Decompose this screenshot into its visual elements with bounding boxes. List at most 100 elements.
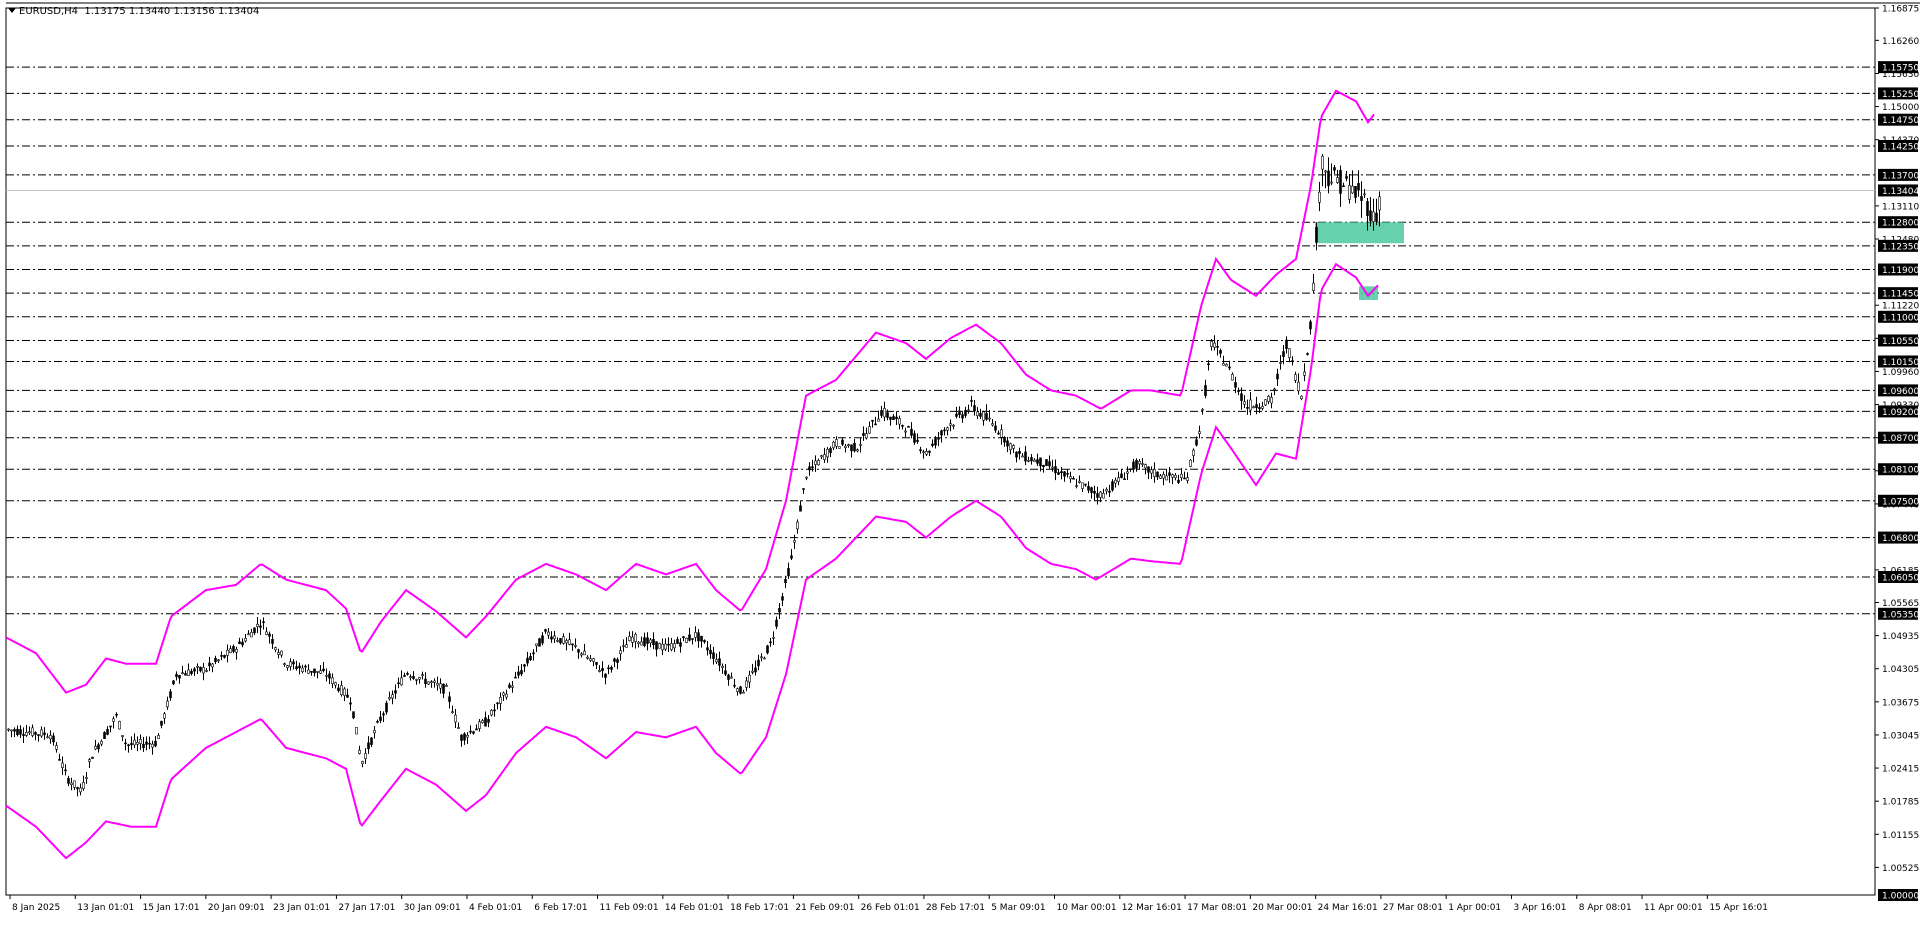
candle-body [919, 449, 922, 451]
candle-body [391, 694, 394, 699]
candle-body [97, 744, 100, 750]
candle-body [970, 400, 973, 402]
candle [754, 660, 757, 676]
candle-body [796, 521, 799, 530]
candle-body [880, 410, 883, 416]
candle [886, 409, 889, 421]
candle-body [931, 443, 934, 446]
candle-body [766, 645, 769, 654]
candle-body [1024, 451, 1027, 462]
candle-body [661, 643, 664, 651]
candle-body [217, 659, 220, 662]
candle-body [1123, 478, 1126, 480]
candle-body [163, 713, 166, 719]
candle [361, 760, 364, 768]
candle-body [763, 657, 766, 660]
candle-body [697, 632, 700, 642]
candle [130, 736, 133, 750]
candle [1054, 459, 1057, 481]
candle-body [886, 412, 889, 418]
price-tick-label: 1.11220 [1882, 302, 1919, 312]
candle-body [952, 424, 955, 427]
candle-body [1285, 339, 1288, 349]
candle [283, 662, 286, 667]
candle-body [145, 741, 148, 745]
candle [628, 631, 631, 642]
candle-body [943, 429, 946, 432]
candle [1150, 466, 1153, 480]
time-tick-label: 8 Jan 2025 [12, 903, 60, 913]
symbol-label[interactable]: EURUSD,H4 [19, 6, 79, 17]
candle-body [1324, 170, 1327, 173]
candle [463, 732, 466, 745]
candle-body [1009, 443, 1012, 451]
candle-body [1255, 404, 1258, 409]
level-label-box [1878, 405, 1918, 418]
candle [1243, 395, 1246, 409]
candle [622, 639, 625, 652]
candle-body [871, 419, 874, 422]
candle-body [280, 650, 283, 656]
candle [106, 726, 109, 736]
candle-body [220, 655, 223, 657]
candle-body [724, 670, 727, 675]
candle [1378, 191, 1381, 227]
candle [727, 673, 730, 686]
symbol-dropdown-icon[interactable] [8, 8, 16, 13]
candle-body [778, 608, 781, 613]
candle-body [976, 411, 979, 416]
candle [1201, 408, 1204, 415]
candle [508, 682, 511, 689]
candle [253, 627, 256, 636]
candle [1180, 467, 1183, 481]
candle [436, 676, 439, 691]
candle-body [10, 729, 13, 732]
candle-body [826, 448, 829, 458]
candle [184, 670, 187, 676]
candle [238, 637, 241, 645]
time-tick-label: 27 Mar 08:01 [1383, 903, 1443, 913]
candle [1273, 387, 1276, 396]
candle-body [562, 636, 565, 644]
candle [388, 691, 391, 701]
candle [37, 733, 40, 742]
candle [700, 635, 703, 648]
candle-body [580, 653, 583, 656]
candle-body [1204, 385, 1207, 396]
candle [1189, 458, 1192, 468]
candle-body [751, 670, 754, 673]
candle [304, 664, 307, 673]
candle-body [1090, 487, 1093, 493]
candle-body [1339, 170, 1342, 194]
candle-body [1102, 493, 1105, 499]
candle [1042, 464, 1045, 473]
candle-body [286, 665, 289, 668]
candle [1093, 485, 1096, 501]
candle-body [232, 646, 235, 652]
candle [520, 663, 523, 677]
candle-body [937, 437, 940, 440]
candle-body [25, 731, 28, 736]
candle [958, 406, 961, 418]
candle [1090, 486, 1093, 499]
candle [1252, 405, 1255, 409]
candle-body [652, 639, 655, 646]
level-label-box [1878, 431, 1918, 444]
level-label-box [1878, 263, 1918, 276]
candle [175, 671, 178, 681]
candle [139, 734, 142, 750]
candle-body [154, 740, 157, 747]
candle [862, 426, 865, 441]
candle-body [1375, 212, 1378, 222]
candle-body [568, 639, 571, 645]
candle-body [427, 681, 430, 685]
candle-body [736, 688, 739, 693]
candle-body [1318, 191, 1321, 203]
candle [232, 644, 235, 654]
candle-body [1087, 485, 1090, 491]
candle [91, 756, 94, 759]
candle-body [133, 739, 136, 746]
candle-body [172, 680, 175, 685]
candle [931, 439, 934, 448]
